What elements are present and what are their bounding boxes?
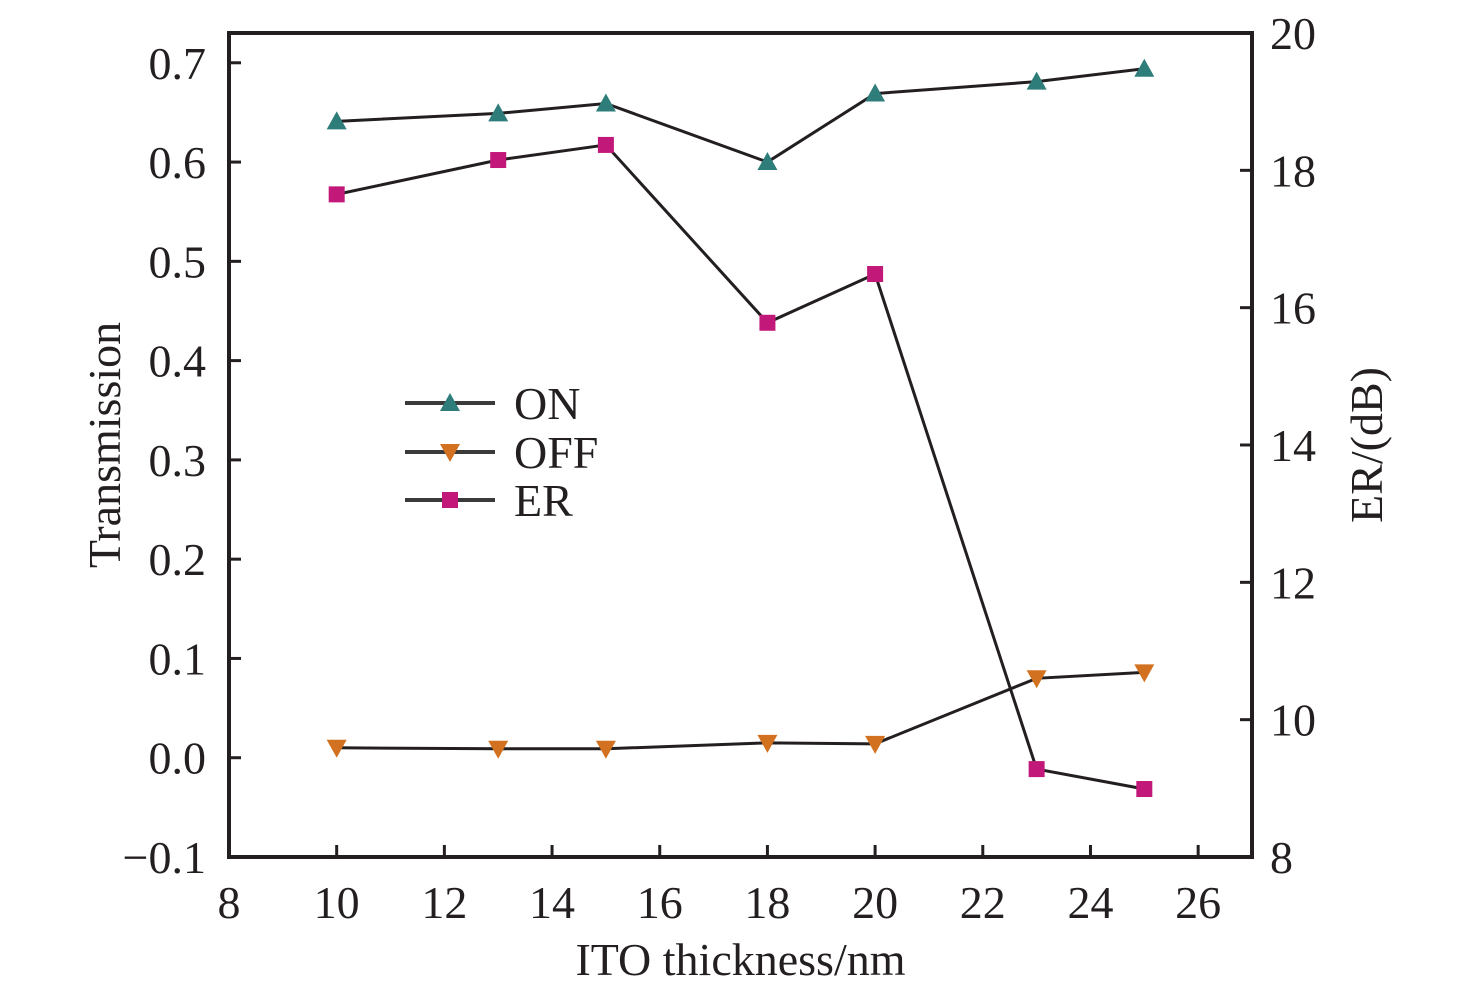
- series-line-on: [336, 67, 1145, 164]
- data-point-er: [328, 186, 345, 203]
- series-markers: [326, 58, 1155, 798]
- y-tick-label: 0.0: [149, 733, 207, 784]
- y-tick-label: 0.3: [149, 435, 207, 486]
- data-point-off: [757, 734, 778, 753]
- data-point-er: [490, 152, 507, 169]
- data-point-on: [488, 103, 509, 122]
- series-line-er: [336, 143, 1145, 791]
- y2-tick-label: 8: [1270, 832, 1293, 883]
- y2-tick-label: 18: [1270, 145, 1316, 196]
- y2-tick-label: 16: [1270, 283, 1316, 334]
- x-tick-label: 26: [1175, 877, 1221, 928]
- y-tick-label: 0.5: [149, 236, 207, 287]
- legend-marker-on: [440, 393, 460, 411]
- x-tick-label: 14: [529, 877, 575, 928]
- legend-label-on: ON: [514, 378, 580, 429]
- data-point-on: [1134, 58, 1155, 77]
- x-tick-label: 20: [852, 877, 898, 928]
- data-point-er: [597, 136, 614, 153]
- y-tick-label: 0.1: [149, 633, 207, 684]
- x-axis-title: ITO thickness/nm: [575, 934, 905, 985]
- data-point-on: [865, 83, 886, 102]
- x-tick-label: 18: [744, 877, 790, 928]
- y-tick-label: 0.7: [149, 38, 207, 89]
- data-point-off: [865, 735, 886, 754]
- data-point-off: [1134, 664, 1155, 683]
- legend-marker-off: [440, 444, 460, 462]
- data-point-off: [488, 740, 509, 759]
- y-tick-label: 0.2: [149, 534, 207, 585]
- legend-marker-er: [442, 492, 458, 508]
- data-point-on: [1026, 71, 1047, 90]
- right-y-axis-ticks: 8 10 12 14 16 18 20: [1240, 8, 1316, 883]
- series-line-off: [336, 670, 1145, 751]
- data-point-er: [759, 314, 776, 331]
- y2-tick-label: 12: [1270, 557, 1316, 608]
- data-point-on: [326, 111, 347, 130]
- data-point-er: [867, 266, 884, 283]
- y2-tick-label: 20: [1270, 8, 1316, 59]
- y2-tick-label: 10: [1270, 695, 1316, 746]
- series-lines: [336, 67, 1145, 791]
- x-tick-label: 8: [218, 877, 241, 928]
- left-y-axis-title: Transmission: [79, 322, 130, 568]
- x-tick-label: 12: [421, 877, 467, 928]
- y-tick-label: 0.6: [149, 137, 207, 188]
- data-point-on: [595, 93, 616, 112]
- y2-tick-label: 14: [1270, 420, 1316, 471]
- x-tick-label: 16: [637, 877, 683, 928]
- data-point-off: [326, 739, 347, 758]
- data-point-off: [1026, 670, 1047, 689]
- y-tick-label: 0.4: [149, 336, 207, 387]
- x-tick-label: 10: [314, 877, 360, 928]
- data-point-er: [1136, 781, 1153, 798]
- left-y-axis-ticks: −0.1 0.0 0.1 0.2 0.3 0.4 0.5 0.6 0.7: [123, 38, 241, 883]
- plot-frame: [227, 31, 1254, 859]
- legend-label-off: OFF: [514, 427, 598, 478]
- x-tick-label: 24: [1067, 877, 1113, 928]
- legend-label-er: ER: [514, 475, 573, 526]
- data-point-off: [595, 740, 616, 759]
- data-point-er: [1028, 761, 1045, 778]
- y-tick-label: −0.1: [123, 832, 206, 883]
- right-y-axis-title: ER/(dB): [1341, 367, 1392, 523]
- x-tick-label: 22: [960, 877, 1006, 928]
- data-point-on: [757, 152, 778, 171]
- x-axis-ticks: 8 10 12 14 16 18 20 22 24 26: [218, 845, 1221, 928]
